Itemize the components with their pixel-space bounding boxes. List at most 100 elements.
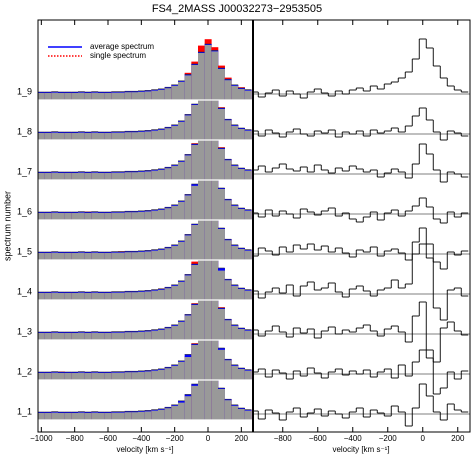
overlap-bar: [64, 293, 72, 300]
overlap-bar: [164, 248, 172, 260]
overlap-bar: [111, 92, 119, 100]
overlap-bar: [44, 373, 52, 380]
overlap-bar: [224, 120, 232, 140]
x-tick-label: −200: [379, 434, 398, 443]
x-tick-label: 0: [206, 434, 211, 443]
overlap-bar: [158, 289, 165, 300]
overlap-bar: [38, 373, 45, 380]
overlap-bar: [191, 105, 199, 140]
overlap-bar: [224, 160, 232, 180]
overlap-bar: [71, 253, 79, 260]
overlap-bar: [98, 213, 105, 220]
overlap-bar: [71, 133, 79, 140]
overlap-bar: [51, 172, 59, 180]
overlap-bar: [191, 65, 199, 100]
x-axis-label: velocity [km s⁻¹]: [332, 445, 389, 454]
overlap-bar: [58, 93, 65, 100]
overlap-bar: [178, 121, 185, 140]
x-tick-label: −200: [166, 434, 185, 443]
overlap-bar: [244, 370, 252, 380]
overlap-bar: [38, 93, 45, 100]
overlap-bar: [44, 253, 52, 260]
overlap-bar: [104, 213, 112, 220]
overlap-bar: [78, 212, 85, 220]
overlap-bar: [151, 250, 159, 260]
overlap-bar: [124, 372, 132, 380]
overlap-bar: [204, 325, 212, 380]
overlap-bar: [104, 173, 112, 180]
overlap-bar: [218, 270, 225, 300]
overlap-bar: [144, 91, 152, 100]
overlap-bar: [58, 373, 65, 380]
overlap-bar: [98, 253, 105, 260]
overlap-bar: [64, 173, 72, 180]
overlap-bar: [244, 130, 252, 140]
overlap-bar: [191, 145, 199, 180]
x-tick-label: 200: [235, 434, 249, 443]
overlap-bar: [238, 169, 245, 180]
overlap-bar: [144, 331, 152, 340]
overlap-bar: [224, 280, 232, 300]
overlap-bar: [244, 250, 252, 260]
overlap-bar: [151, 290, 159, 300]
overlap-bar: [71, 413, 79, 420]
overlap-bar: [118, 332, 125, 340]
x-tick-label: −800: [66, 434, 85, 443]
overlap-bar: [91, 132, 99, 140]
overlap-bar: [218, 309, 225, 340]
overlap-bar: [78, 172, 85, 180]
overlap-bar: [78, 252, 85, 260]
overlap-bar: [44, 413, 52, 420]
overlap-bar: [151, 370, 159, 380]
overlap-bar: [78, 372, 85, 380]
x-tick-label: −800: [274, 434, 293, 443]
overlap-bar: [38, 413, 45, 420]
overlap-bar: [198, 213, 205, 260]
overlap-bar: [231, 405, 239, 420]
overlap-bar: [111, 172, 119, 180]
overlap-bar: [158, 249, 165, 260]
overlap-bar: [91, 372, 99, 380]
overlap-bar: [64, 373, 72, 380]
overlap-bar: [158, 89, 165, 100]
overlap-bar: [204, 205, 212, 260]
overlap-bar: [164, 88, 172, 100]
overlap-bar: [144, 371, 152, 380]
overlap-bar: [151, 410, 159, 420]
overlap-bar: [131, 292, 139, 300]
overlap-bar: [84, 133, 92, 140]
overlap-bar: [198, 133, 205, 180]
overlap-bar: [78, 92, 85, 100]
overlap-bar: [238, 369, 245, 380]
overlap-bar: [111, 212, 119, 220]
overlap-bar: [138, 131, 145, 140]
overlap-bar: [58, 133, 65, 140]
overlap-bar: [191, 185, 199, 220]
overlap-bar: [91, 92, 99, 100]
overlap-bar: [244, 90, 252, 100]
overlap-bar: [91, 172, 99, 180]
overlap-bar: [124, 412, 132, 420]
overlap-bar: [104, 133, 112, 140]
overlap-bar: [191, 225, 199, 260]
overlap-bar: [231, 165, 239, 180]
overlap-bar: [178, 281, 185, 300]
overlap-bar: [131, 172, 139, 180]
overlap-bar: [184, 396, 192, 420]
row-label: 1_2: [17, 366, 32, 376]
overlap-bar: [144, 251, 152, 260]
overlap-bar: [118, 252, 125, 260]
overlap-bar: [211, 171, 219, 220]
legend-label: average spectrum: [90, 42, 154, 51]
overlap-bar: [138, 331, 145, 340]
overlap-bar: [104, 373, 112, 380]
row-label: 1_3: [17, 326, 32, 336]
overlap-bar: [204, 85, 212, 140]
overlap-bar: [164, 368, 172, 380]
overlap-bar: [164, 168, 172, 180]
overlap-bar: [151, 130, 159, 140]
row-label: 1_9: [17, 86, 32, 96]
overlap-bar: [58, 253, 65, 260]
overlap-bar: [178, 361, 185, 380]
overlap-bar: [138, 251, 145, 260]
